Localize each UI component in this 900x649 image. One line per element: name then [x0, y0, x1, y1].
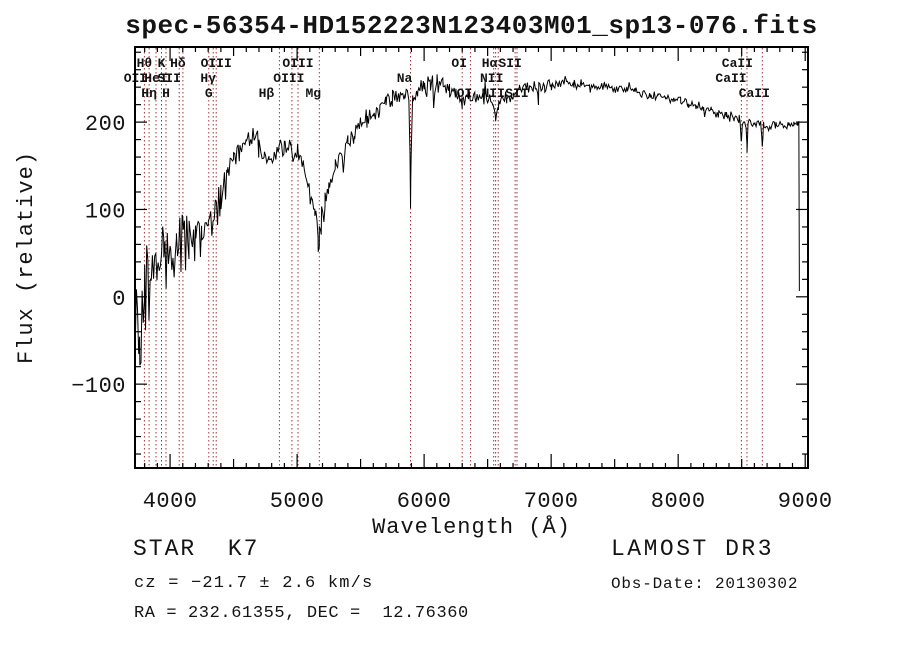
spectral-line-label: NII	[481, 86, 504, 101]
x-tick-label: 4000	[143, 489, 198, 514]
y-tick-label: 0	[112, 287, 126, 312]
spectral-line-label: CaII	[739, 86, 770, 101]
spectral-line-label: Hα	[482, 56, 498, 71]
spectral-line-label: NII	[480, 71, 503, 86]
y-axis-title: Flux (relative)	[14, 151, 39, 364]
spectral-line-label: SII	[505, 86, 528, 101]
x-tick-label: 7000	[524, 489, 579, 514]
spectral-line-label: SII	[157, 71, 180, 86]
spectral-line-label: SII	[498, 56, 521, 71]
spectral-line-label: Na	[397, 71, 413, 86]
ra-dec-label: RA = 232.61355, DEC = 12.76360	[134, 604, 469, 623]
survey-release-label: LAMOST DR3	[611, 536, 775, 562]
spectral-line-label: Hβ	[259, 86, 275, 101]
radial-velocity-label: cz = −21.7 ± 2.6 km/s	[134, 574, 374, 593]
spectrum-path	[134, 74, 800, 366]
obs-date-label: Obs-Date: 20130302	[611, 575, 799, 593]
object-class-label: STAR K7	[133, 536, 260, 562]
x-tick-label: 8000	[651, 489, 706, 514]
x-tick-label: 9000	[778, 489, 833, 514]
frame-rect	[134, 46, 809, 469]
spectral-line-label: K	[158, 56, 166, 71]
spectral-line-label: Mg	[305, 86, 321, 101]
axis-ticks	[135, 47, 808, 468]
spectral-line-label: OIII	[282, 56, 313, 71]
axis-tick-labels: 4000 5000 6000 7000 8000 9000 −100 0 100 200	[71, 112, 832, 514]
spectral-line-label: Hη	[141, 86, 157, 101]
plot-title: spec-56354-HD152223N123403M01_sp13-076.f…	[125, 11, 818, 41]
spectral-line-markers	[134, 48, 763, 467]
spectral-line-labels: OIIHθHηHeIKHSIIHδGHγOIIIHβOIIIOIIIMgNaOI…	[124, 56, 770, 101]
spectral-line-label: Hγ	[200, 71, 216, 86]
x-tick-label: 6000	[397, 489, 452, 514]
spectrum-trace	[134, 74, 800, 366]
spectral-line-label: OIII	[201, 56, 232, 71]
y-tick-label: −100	[71, 374, 126, 399]
x-axis-title: Wavelength (Å)	[372, 514, 571, 540]
plot-frame	[134, 46, 809, 469]
spectral-line-label: G	[205, 86, 213, 101]
y-tick-label: 100	[85, 200, 126, 225]
axis-titles: Wavelength (Å) Flux (relative)	[14, 151, 571, 540]
y-tick-label: 200	[85, 112, 126, 137]
spectral-line-label: CaII	[715, 71, 746, 86]
x-tick-label: 5000	[270, 489, 325, 514]
spectral-line-label: HeI	[144, 71, 167, 86]
spectral-line-label: Hδ	[170, 56, 186, 71]
spectral-line-label: Hθ	[137, 56, 153, 71]
spectral-line-label: H	[162, 86, 170, 101]
spectral-line-label: OIII	[273, 71, 304, 86]
spectral-line-label: CaII	[722, 56, 753, 71]
spectral-line-label: OI	[451, 56, 467, 71]
